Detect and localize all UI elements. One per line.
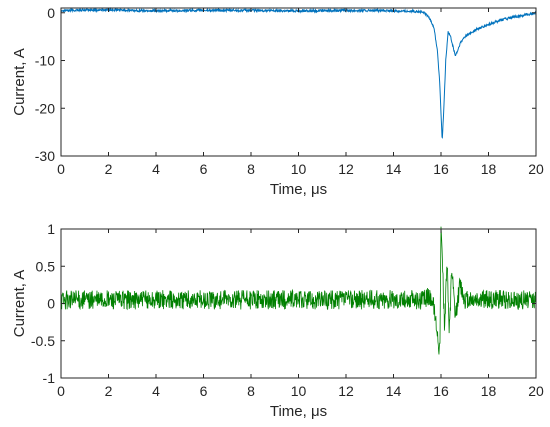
x-axis-label: Time, μs [270,181,327,198]
x-tick-label: 10 [291,161,307,177]
x-tick-label: 2 [105,161,113,177]
x-tick-label: 0 [57,383,65,399]
x-tick-label: 10 [291,383,307,399]
x-tick-label: 8 [247,161,255,177]
x-tick-label: 18 [481,383,497,399]
series-line [60,6,537,139]
y-tick-label: 0 [47,296,55,312]
x-tick-label: 6 [200,383,208,399]
x-tick-label: 14 [386,161,402,177]
series-line [60,226,537,355]
x-ticks: 0 2 4 6 8 10 12 14 16 18 20 [57,229,544,399]
x-ticks: 0 2 4 6 8 10 12 14 16 18 20 [57,8,544,177]
x-tick-label: 12 [338,383,354,399]
x-tick-label: 8 [247,383,255,399]
y-ticks: 1 0.5 0 -0.5 -1 [31,221,536,386]
x-tick-label: 16 [433,383,449,399]
y-tick-label: 1 [47,221,55,237]
plot-box [60,7,537,157]
y-tick-label: -30 [35,148,55,164]
x-tick-label: 2 [105,383,113,399]
x-axis-label: Time, μs [270,403,327,420]
x-tick-label: 6 [200,161,208,177]
y-tick-label: 0 [47,5,55,21]
x-tick-label: 12 [338,161,354,177]
x-tick-label: 14 [386,383,402,399]
y-axis-label: Current, A [11,48,28,116]
y-tick-label: -1 [43,370,56,386]
x-tick-label: 18 [481,161,497,177]
chart-bottom: 0 2 4 6 8 10 12 14 16 18 20 1 0.5 0 -0.5 -1 Time, μs C… [11,221,544,420]
x-tick-label: 4 [152,161,160,177]
y-tick-label: -10 [35,53,55,69]
x-tick-label: 16 [433,161,449,177]
y-ticks: 0 -10 -20 -30 [35,5,536,164]
y-tick-label: -0.5 [31,333,55,349]
x-tick-label: 20 [528,383,544,399]
y-tick-label: -20 [35,100,55,116]
chart-top: 0 2 4 6 8 10 12 14 16 18 20 0 -10 -20 -30 Time, μs Cu… [11,5,544,198]
x-tick-label: 0 [57,161,65,177]
x-tick-label: 20 [528,161,544,177]
y-axis-label: Current, A [11,270,28,338]
y-tick-label: 0.5 [36,258,56,274]
x-tick-label: 4 [152,383,160,399]
